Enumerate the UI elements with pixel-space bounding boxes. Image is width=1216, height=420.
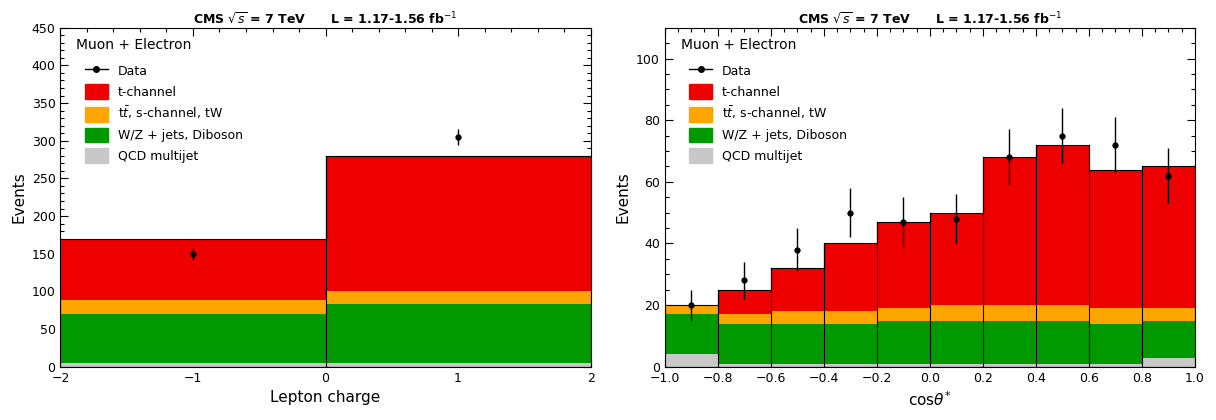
Bar xyxy=(61,239,326,300)
X-axis label: cos$\theta^{*}$: cos$\theta^{*}$ xyxy=(908,390,951,409)
Bar xyxy=(326,156,591,291)
Bar xyxy=(930,213,983,305)
Bar xyxy=(930,364,983,367)
Bar xyxy=(717,290,771,315)
X-axis label: Lepton charge: Lepton charge xyxy=(270,390,381,405)
Bar xyxy=(1036,320,1088,364)
Bar xyxy=(771,311,823,324)
Bar xyxy=(326,363,591,367)
Bar xyxy=(771,364,823,367)
Y-axis label: Events: Events xyxy=(11,171,26,223)
Bar xyxy=(717,324,771,364)
Bar xyxy=(1142,357,1195,367)
Bar xyxy=(823,324,877,364)
Bar xyxy=(823,311,877,324)
Y-axis label: Events: Events xyxy=(615,171,630,223)
Bar xyxy=(877,320,930,364)
Bar xyxy=(1142,320,1195,357)
Bar xyxy=(717,364,771,367)
Bar xyxy=(1088,324,1142,364)
Bar xyxy=(1088,308,1142,324)
Bar xyxy=(877,222,930,308)
Bar xyxy=(61,314,326,363)
Legend: Data, t-channel, t$\bar{t}$, s-channel, tW, W/Z + jets, Diboson, QCD multijet: Data, t-channel, t$\bar{t}$, s-channel, … xyxy=(83,61,246,165)
Bar xyxy=(1036,145,1088,305)
Bar xyxy=(930,320,983,364)
Bar xyxy=(61,300,326,314)
Bar xyxy=(930,305,983,320)
Text: Muon + Electron: Muon + Electron xyxy=(681,38,796,52)
Bar xyxy=(665,354,717,367)
Bar xyxy=(771,324,823,364)
Bar xyxy=(877,308,930,320)
Bar xyxy=(1142,308,1195,320)
Bar xyxy=(983,364,1036,367)
Bar xyxy=(665,305,717,315)
Bar xyxy=(983,305,1036,320)
Bar xyxy=(823,244,877,311)
Bar xyxy=(877,364,930,367)
Bar xyxy=(326,291,591,304)
Bar xyxy=(665,315,717,354)
Bar xyxy=(823,364,877,367)
Bar xyxy=(1036,364,1088,367)
Title: CMS $\sqrt{s}$ = 7 TeV      L = 1.17-1.56 fb$^{-1}$: CMS $\sqrt{s}$ = 7 TeV L = 1.17-1.56 fb$… xyxy=(798,11,1062,26)
Bar xyxy=(983,320,1036,364)
Title: CMS $\sqrt{s}$ = 7 TeV      L = 1.17-1.56 fb$^{-1}$: CMS $\sqrt{s}$ = 7 TeV L = 1.17-1.56 fb$… xyxy=(193,11,457,26)
Bar xyxy=(1088,170,1142,308)
Bar xyxy=(61,363,326,367)
Bar xyxy=(1142,166,1195,308)
Bar xyxy=(771,268,823,311)
Bar xyxy=(326,304,591,363)
Bar xyxy=(983,157,1036,305)
Legend: Data, t-channel, t$\bar{t}$, s-channel, tW, W/Z + jets, Diboson, QCD multijet: Data, t-channel, t$\bar{t}$, s-channel, … xyxy=(687,61,849,165)
Text: Muon + Electron: Muon + Electron xyxy=(77,38,192,52)
Bar xyxy=(1036,305,1088,320)
Bar xyxy=(717,315,771,324)
Bar xyxy=(1088,364,1142,367)
